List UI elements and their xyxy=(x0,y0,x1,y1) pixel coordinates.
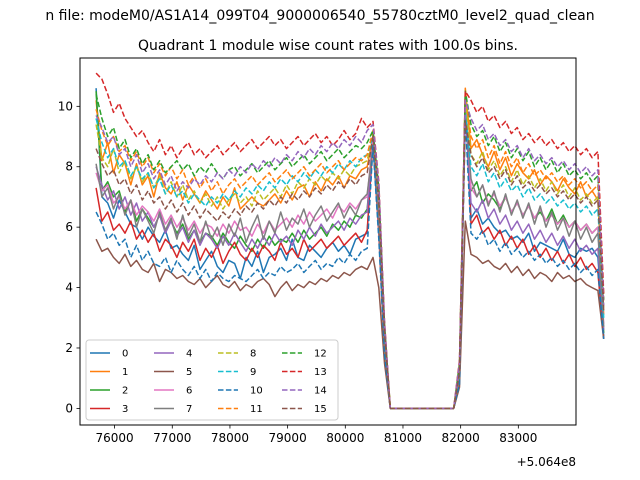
legend-label-4: 4 xyxy=(186,349,192,360)
series-line-3 xyxy=(95,93,605,410)
y-tick-label: 4 xyxy=(65,281,73,295)
y-tick-label: 2 xyxy=(65,341,73,355)
legend-label-9: 9 xyxy=(250,367,256,378)
legend-label-14: 14 xyxy=(314,386,327,397)
legend-label-15: 15 xyxy=(314,404,327,415)
series-line-11 xyxy=(95,93,605,410)
y-tick-label: 8 xyxy=(65,160,73,174)
y-axis: 0 2 4 6 8 10 xyxy=(58,99,80,415)
legend-label-13: 13 xyxy=(314,367,327,378)
legend-label-11: 11 xyxy=(250,404,263,415)
x-tick-label: 82000 xyxy=(442,431,480,445)
legend-label-7: 7 xyxy=(186,404,192,415)
series-line-5 xyxy=(95,220,605,410)
x-offset-label: +5.064e8 xyxy=(517,455,576,469)
legend-label-2: 2 xyxy=(122,386,128,397)
plot-frame xyxy=(79,57,577,426)
figure-suptitle: n file: modeM0/AS1A14_099T04_9000006540_… xyxy=(45,8,594,24)
plot-lines xyxy=(95,72,605,410)
legend-label-8: 8 xyxy=(250,349,256,360)
series-line-7 xyxy=(95,108,605,410)
y-tick-label: 10 xyxy=(58,99,73,113)
x-tick-label: 81000 xyxy=(384,431,422,445)
x-tick-label: 83000 xyxy=(499,431,537,445)
legend-label-5: 5 xyxy=(186,367,192,378)
chart-title: Quadrant 1 module wise count rates with … xyxy=(138,38,518,54)
series-line-10 xyxy=(95,117,605,410)
x-tick-label: 79000 xyxy=(269,431,307,445)
legend-label-0: 0 xyxy=(122,349,128,360)
series-line-14 xyxy=(95,99,605,410)
legend-label-12: 12 xyxy=(314,349,327,360)
legend-label-3: 3 xyxy=(122,404,128,415)
series-line-8 xyxy=(95,96,605,410)
legend-label-6: 6 xyxy=(186,386,192,397)
x-tick-label: 78000 xyxy=(211,431,249,445)
x-tick-label: 77000 xyxy=(153,431,191,445)
series-line-15 xyxy=(95,120,605,410)
x-axis: 76000 77000 78000 79000 80000 81000 82000 83000 xyxy=(96,425,537,445)
series-line-12 xyxy=(95,90,605,410)
x-tick-label: 76000 xyxy=(96,431,134,445)
series-line-13 xyxy=(95,72,605,410)
x-tick-label: 80000 xyxy=(326,431,364,445)
y-tick-label: 6 xyxy=(65,220,73,234)
series-line-9 xyxy=(95,111,605,410)
y-tick-label: 0 xyxy=(65,401,73,415)
legend-box xyxy=(85,339,339,421)
series-line-4 xyxy=(95,105,605,410)
legend-label-10: 10 xyxy=(250,386,263,397)
legend-label-1: 1 xyxy=(122,367,128,378)
